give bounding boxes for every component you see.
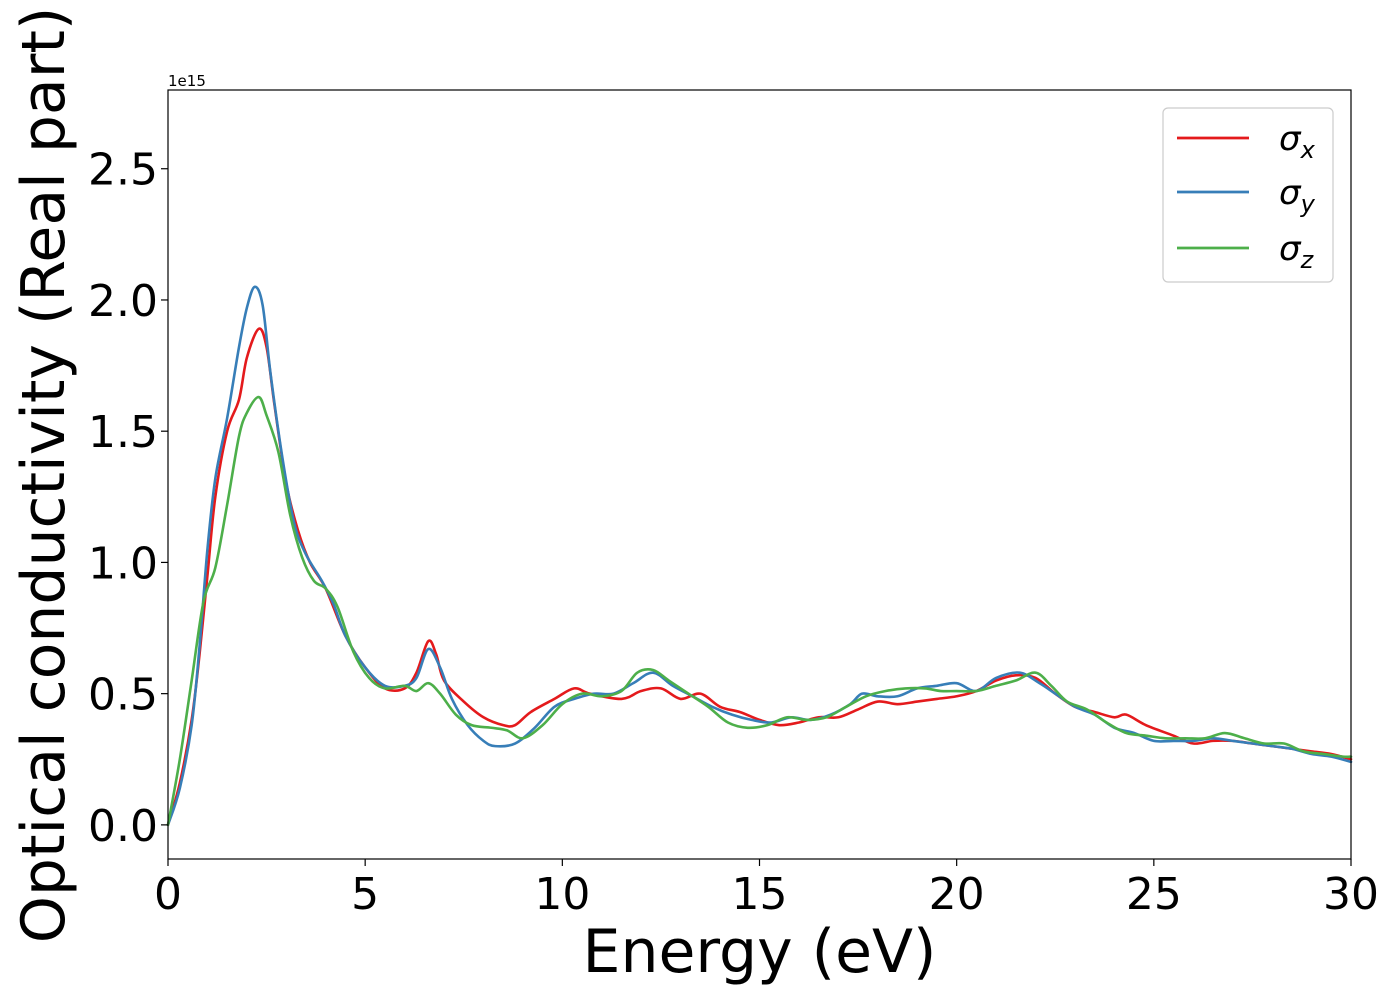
y-tick-label: 2.5 — [88, 145, 158, 196]
y-tick-label: 0.0 — [88, 801, 158, 852]
x-tick-label: 15 — [732, 869, 788, 920]
y-tick-label: 1.0 — [88, 538, 158, 589]
x-axis-ticks: 0 5 10 15 20 25 30 — [154, 859, 1379, 920]
series-layer — [166, 285, 1353, 827]
x-tick-label: 0 — [154, 869, 182, 920]
x-tick-label: 5 — [351, 869, 379, 920]
y-offset-label: 1e15 — [168, 72, 206, 90]
y-tick-label: 2.0 — [88, 276, 158, 327]
legend: σx σy σz — [1162, 107, 1334, 283]
legend-box — [1162, 107, 1334, 283]
legend-label-sigma-x: σx — [1279, 119, 1316, 164]
x-axis-title: Energy (eV) — [583, 917, 937, 987]
y-axis-title: Optical conductivity (Real part) — [9, 7, 79, 944]
x-tick-label: 10 — [534, 869, 590, 920]
legend-label-sigma-y: σy — [1279, 173, 1316, 218]
series-line-sigma-z — [166, 395, 1353, 827]
series-line-sigma-y — [166, 285, 1353, 827]
y-axis-ticks: 0.0 0.5 1.0 1.5 2.0 2.5 — [88, 145, 168, 852]
y-tick-label: 1.5 — [88, 407, 158, 458]
series-line-sigma-x — [166, 327, 1353, 827]
x-tick-label: 25 — [1126, 869, 1182, 920]
legend-label-sigma-z: σz — [1279, 229, 1315, 274]
x-tick-label: 20 — [929, 869, 985, 920]
x-tick-label: 30 — [1323, 869, 1379, 920]
y-tick-label: 0.5 — [88, 670, 158, 721]
